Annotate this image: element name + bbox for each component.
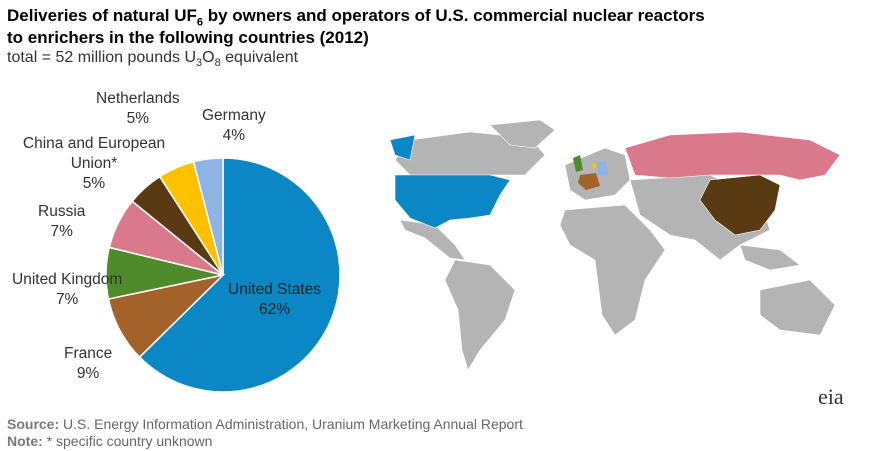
footnote: Note: * specific country unknown [7, 433, 213, 449]
label-china-eu: China and European Union* 5% [22, 135, 166, 192]
label-netherlands: Netherlands 5% [96, 90, 180, 127]
map-central-america [399, 219, 466, 261]
label-russia: Russia 7% [38, 203, 86, 240]
chart-title-line2: to enrichers in the following countries … [7, 28, 369, 47]
map-russia [624, 131, 841, 181]
map-australia [759, 279, 836, 336]
source-note: Source: U.S. Energy Information Administ… [7, 416, 523, 432]
map-united-states [389, 134, 511, 229]
eia-logo: eia [818, 384, 844, 409]
map-greenland [489, 120, 556, 149]
chart-subtitle: total = 52 million pounds U3O8 equivalen… [7, 49, 299, 70]
map-africa [559, 204, 666, 336]
map-china [699, 174, 781, 236]
map-france [578, 173, 600, 190]
label-france: France 9% [64, 345, 113, 382]
pie-slice-united-states [138, 157, 341, 393]
map-uk [573, 155, 583, 172]
map-germany [596, 162, 608, 176]
map-europe [564, 147, 631, 201]
chart-title-line1: Deliveries of natural UF6 by owners and … [7, 6, 705, 29]
pie-slice-germany [192, 157, 224, 276]
pie-chart [105, 157, 341, 393]
map-se-asia [739, 244, 801, 271]
map-south-america [444, 259, 516, 371]
map-netherlands [592, 163, 597, 169]
label-united-kingdom: United Kingdom 7% [12, 271, 123, 308]
label-united-states: United States 62% [228, 281, 322, 318]
world-map [389, 120, 841, 371]
label-germany: Germany 4% [202, 107, 266, 144]
